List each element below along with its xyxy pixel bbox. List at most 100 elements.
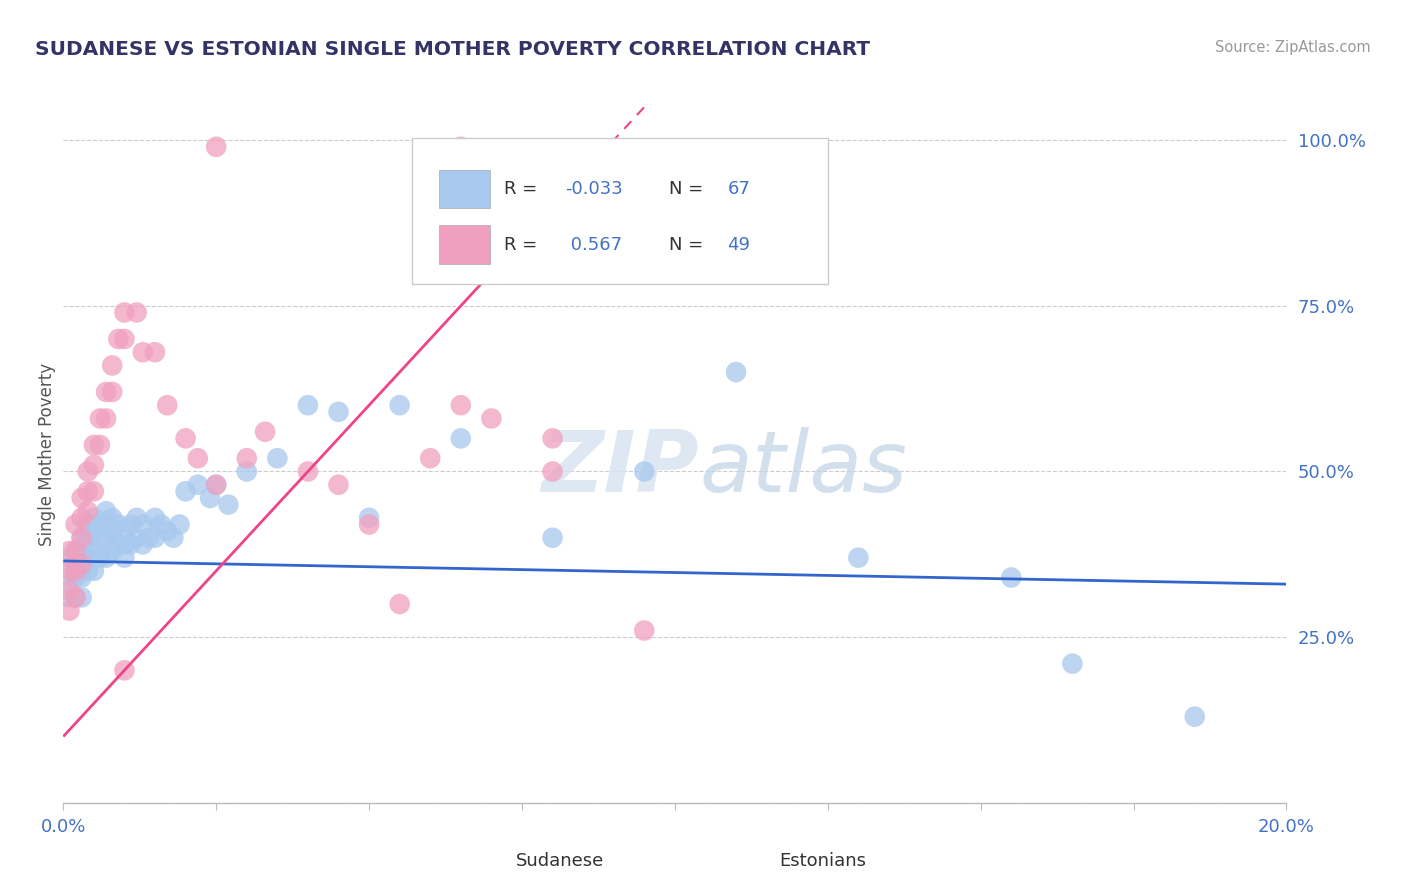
Point [70, 591, 93, 605]
FancyBboxPatch shape [461, 847, 503, 874]
Text: N =: N = [669, 235, 709, 254]
Point [125, 531, 148, 545]
Point [1062, 657, 1084, 671]
Point [76, 504, 98, 518]
Y-axis label: Single Mother Poverty: Single Mother Poverty [38, 363, 56, 547]
Text: ZIP: ZIP [541, 427, 699, 510]
Point [76, 531, 98, 545]
Point [450, 140, 472, 154]
Point [143, 345, 166, 359]
Point [83, 438, 105, 452]
Point [89, 438, 111, 452]
Point [114, 663, 135, 677]
FancyBboxPatch shape [439, 226, 491, 263]
FancyBboxPatch shape [412, 138, 828, 285]
Point [481, 411, 503, 425]
Point [150, 517, 173, 532]
Point [541, 531, 564, 545]
Point [65, 558, 87, 572]
Point [70, 558, 93, 572]
Point [187, 451, 209, 466]
Point [848, 550, 870, 565]
Point [76, 564, 98, 578]
Point [89, 531, 111, 545]
Point [328, 405, 350, 419]
Point [633, 465, 655, 479]
Text: R =: R = [503, 180, 543, 198]
Text: Estonians: Estonians [779, 852, 866, 870]
Point [70, 531, 93, 545]
Point [114, 537, 135, 551]
Point [65, 564, 87, 578]
Point [58, 544, 80, 558]
Point [65, 570, 87, 584]
Point [156, 524, 179, 538]
Point [114, 305, 135, 319]
Point [58, 550, 80, 565]
Point [101, 511, 124, 525]
Text: SUDANESE VS ESTONIAN SINGLE MOTHER POVERTY CORRELATION CHART: SUDANESE VS ESTONIAN SINGLE MOTHER POVER… [35, 40, 870, 59]
Point [236, 451, 259, 466]
Point [138, 531, 160, 545]
Point [114, 550, 135, 565]
Point [70, 491, 93, 505]
Point [156, 398, 179, 412]
Point [89, 550, 111, 565]
Point [205, 477, 228, 491]
Point [143, 511, 166, 525]
Point [83, 524, 105, 538]
Point [101, 524, 124, 538]
Point [76, 484, 98, 499]
Point [725, 365, 748, 379]
Point [541, 431, 564, 445]
Point [254, 425, 277, 439]
Point [217, 498, 239, 512]
Point [205, 140, 228, 154]
Text: 0.567: 0.567 [565, 235, 621, 254]
Point [125, 511, 148, 525]
Point [101, 359, 124, 373]
Point [198, 491, 221, 505]
Point [70, 531, 93, 545]
Point [359, 517, 381, 532]
Text: Source: ZipAtlas.com: Source: ZipAtlas.com [1215, 40, 1371, 55]
Point [101, 384, 124, 399]
Point [132, 517, 155, 532]
Point [65, 591, 87, 605]
Point [107, 517, 129, 532]
Point [419, 451, 441, 466]
Text: 67: 67 [727, 180, 751, 198]
Point [70, 511, 93, 525]
Point [169, 517, 191, 532]
Point [120, 517, 142, 532]
Point [297, 398, 319, 412]
Point [162, 531, 184, 545]
Point [1184, 709, 1206, 723]
Point [120, 537, 142, 551]
Point [94, 504, 117, 518]
Point [65, 517, 87, 532]
Point [359, 511, 381, 525]
Point [388, 398, 411, 412]
Point [187, 477, 209, 491]
Point [83, 484, 105, 499]
Point [236, 465, 259, 479]
Point [132, 345, 155, 359]
Point [58, 591, 80, 605]
Point [58, 564, 80, 578]
Point [76, 517, 98, 532]
Text: Sudanese: Sudanese [516, 852, 605, 870]
Point [89, 517, 111, 532]
Point [94, 517, 117, 532]
Point [1000, 570, 1022, 584]
Point [70, 558, 93, 572]
Point [70, 570, 93, 584]
Point [58, 583, 80, 598]
Point [541, 465, 564, 479]
Point [633, 624, 655, 638]
FancyBboxPatch shape [439, 169, 491, 208]
Text: 49: 49 [727, 235, 751, 254]
Point [450, 398, 472, 412]
Point [83, 511, 105, 525]
Point [297, 465, 319, 479]
